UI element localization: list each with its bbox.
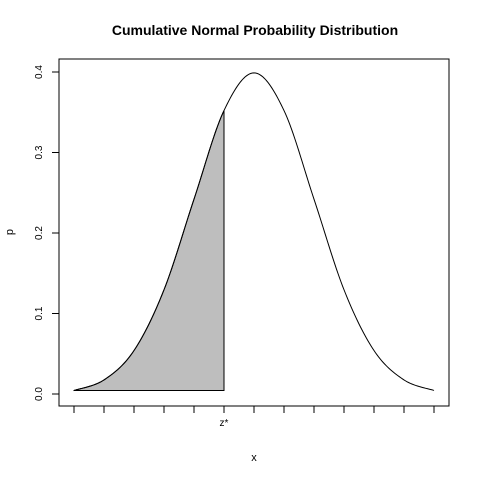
- chart-title: Cumulative Normal Probability Distributi…: [112, 22, 398, 38]
- density-curve: [73, 72, 435, 391]
- plot-frame: [58, 58, 450, 407]
- y-tick-label: 0.0: [34, 387, 45, 401]
- plot-area: 0.0 0.1 0.2 0.3 0.4 z*: [34, 58, 450, 429]
- y-tick-label: 0.1: [34, 306, 45, 320]
- shaded-area: [73, 110, 225, 392]
- y-tick-label: 0.2: [34, 226, 45, 240]
- x-tick-label-z-star: z*: [220, 418, 229, 429]
- y-axis-label: p: [4, 229, 16, 235]
- y-tick-label: 0.3: [34, 145, 45, 159]
- x-axis-label: x: [251, 452, 257, 464]
- y-tick-label: 0.4: [34, 65, 45, 79]
